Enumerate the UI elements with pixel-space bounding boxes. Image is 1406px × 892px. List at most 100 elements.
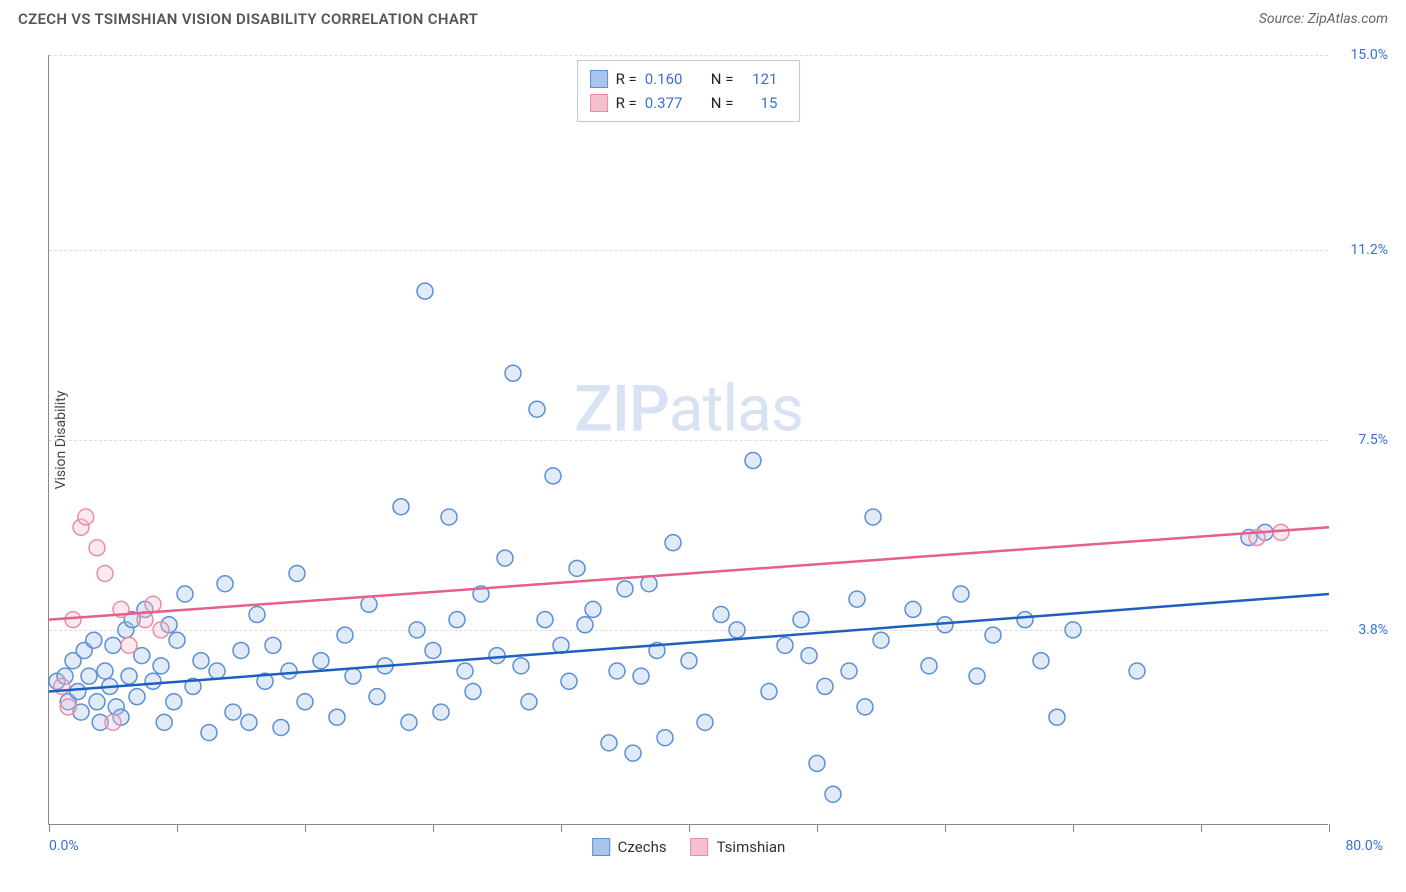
trend-line xyxy=(49,527,1329,619)
data-point xyxy=(337,627,353,643)
n-label: N = xyxy=(711,91,734,115)
correlation-stats-box: R = 0.160 N = 121R =0.377N =15 xyxy=(577,60,801,122)
data-point xyxy=(417,283,433,299)
data-point xyxy=(409,622,425,638)
data-point xyxy=(873,632,889,648)
data-point xyxy=(681,653,697,669)
data-point xyxy=(953,586,969,602)
x-tick xyxy=(177,824,178,832)
legend-item: Tsimshian xyxy=(691,838,786,856)
data-point xyxy=(233,642,249,658)
data-point xyxy=(1033,653,1049,669)
data-point xyxy=(225,704,241,720)
data-point xyxy=(1129,663,1145,679)
data-point xyxy=(921,658,937,674)
data-point xyxy=(60,699,76,715)
x-tick xyxy=(817,824,818,832)
data-point xyxy=(521,694,537,710)
data-point xyxy=(145,596,161,612)
data-point xyxy=(561,673,577,689)
data-point xyxy=(809,755,825,771)
data-point xyxy=(513,658,529,674)
data-point xyxy=(169,632,185,648)
r-label: R = xyxy=(616,91,637,115)
data-point xyxy=(545,468,561,484)
data-point xyxy=(745,453,761,469)
x-tick xyxy=(1329,824,1330,832)
x-tick xyxy=(561,824,562,832)
data-point xyxy=(129,689,145,705)
data-point xyxy=(166,694,182,710)
data-point xyxy=(297,694,313,710)
legend-label: Tsimshian xyxy=(717,838,786,856)
source-attribution: Source: ZipAtlas.com xyxy=(1259,11,1388,27)
data-point xyxy=(969,668,985,684)
data-point xyxy=(489,648,505,664)
data-point xyxy=(177,586,193,602)
data-point xyxy=(609,663,625,679)
data-point xyxy=(201,725,217,741)
data-point xyxy=(1065,622,1081,638)
y-tick-label: 7.5% xyxy=(1338,432,1388,448)
y-tick-label: 15.0% xyxy=(1338,47,1388,63)
plot-svg xyxy=(49,55,1328,824)
data-point xyxy=(641,576,657,592)
data-point xyxy=(697,714,713,730)
data-point xyxy=(441,509,457,525)
data-point xyxy=(121,637,137,653)
data-point xyxy=(217,576,233,592)
data-point xyxy=(105,714,121,730)
data-point xyxy=(713,607,729,623)
data-point xyxy=(585,601,601,617)
data-point xyxy=(97,565,113,581)
y-tick-label: 3.8% xyxy=(1338,622,1388,638)
data-point xyxy=(156,714,172,730)
data-point xyxy=(761,684,777,700)
data-point xyxy=(449,612,465,628)
series-swatch xyxy=(691,838,709,856)
data-point xyxy=(577,617,593,633)
data-point xyxy=(457,663,473,679)
data-point xyxy=(801,648,817,664)
data-point xyxy=(1017,612,1033,628)
y-tick-label: 11.2% xyxy=(1338,242,1388,258)
chart-title: CZECH VS TSIMSHIAN VISION DISABILITY COR… xyxy=(18,10,478,28)
x-tick xyxy=(1201,824,1202,832)
data-point xyxy=(817,678,833,694)
data-point xyxy=(1273,524,1289,540)
series-swatch xyxy=(592,838,610,856)
data-point xyxy=(825,786,841,802)
data-point xyxy=(633,668,649,684)
series-swatch xyxy=(590,70,608,88)
stats-row: R =0.377N =15 xyxy=(590,91,788,115)
data-point xyxy=(569,560,585,576)
data-point xyxy=(433,704,449,720)
data-point xyxy=(89,540,105,556)
n-value: 121 xyxy=(741,67,777,91)
data-point xyxy=(273,719,289,735)
data-point xyxy=(497,550,513,566)
data-point xyxy=(865,509,881,525)
x-tick xyxy=(305,824,306,832)
data-point xyxy=(729,622,745,638)
data-point xyxy=(241,714,257,730)
r-value: 0.160 xyxy=(645,67,693,91)
data-point xyxy=(86,632,102,648)
legend-label: Czechs xyxy=(618,838,667,856)
scatter-chart: Vision Disability ZIPatlas 3.8%7.5%11.2%… xyxy=(48,55,1328,825)
data-point xyxy=(369,689,385,705)
data-point xyxy=(777,637,793,653)
data-point xyxy=(793,612,809,628)
series-swatch xyxy=(590,94,608,112)
x-tick xyxy=(945,824,946,832)
data-point xyxy=(401,714,417,730)
data-point xyxy=(105,637,121,653)
x-tick xyxy=(49,824,50,832)
data-point xyxy=(193,653,209,669)
data-point xyxy=(529,401,545,417)
data-point xyxy=(97,663,113,679)
data-point xyxy=(153,658,169,674)
data-point xyxy=(281,663,297,679)
data-point xyxy=(249,607,265,623)
legend: Czechs Tsimshian xyxy=(592,838,786,856)
